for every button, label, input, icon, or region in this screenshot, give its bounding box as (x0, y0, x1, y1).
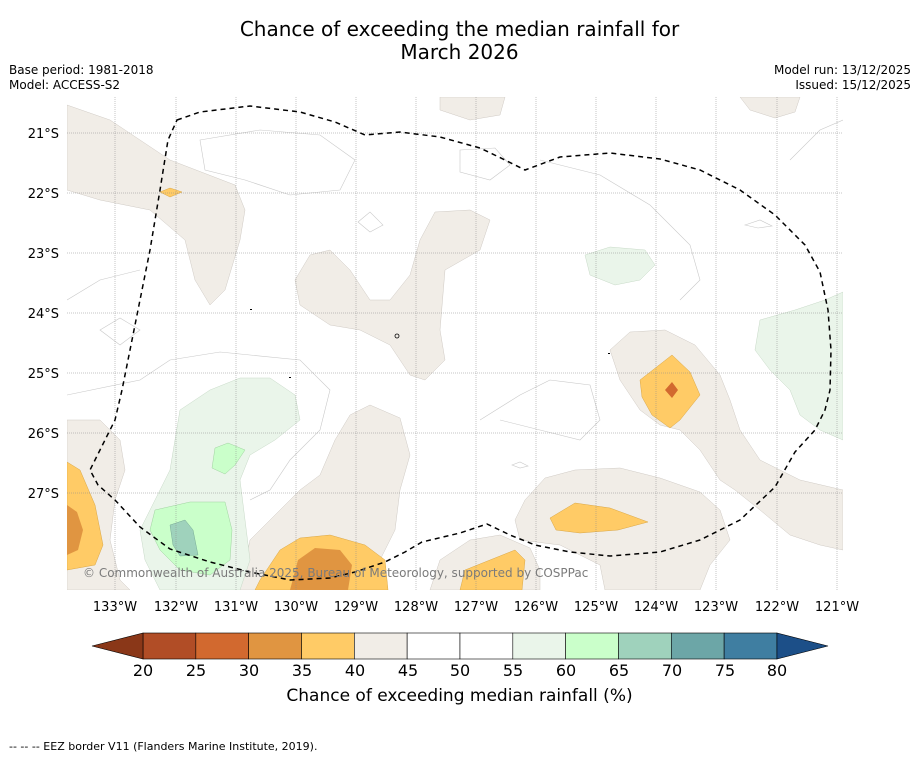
small-markers (250, 309, 610, 378)
colorbar-tick: 80 (767, 661, 787, 680)
lat-label: 25°S (28, 367, 59, 382)
lat-label: 27°S (28, 487, 59, 502)
lon-label: 133°W (93, 600, 137, 615)
lon-label: 129°W (334, 600, 378, 615)
colorbar-segment (723, 632, 778, 660)
lon-labels: 133°W 132°W 131°W 130°W 129°W 128°W 127°… (93, 600, 859, 615)
eez-footnote: -- -- -- EEZ border V11 (Flanders Marine… (9, 740, 318, 753)
colorbar-segment (670, 632, 725, 660)
eez-border (89, 105, 832, 581)
colorbar-tick: 20 (133, 661, 153, 680)
region-brown-east (665, 382, 678, 398)
colorbar-segment (142, 632, 197, 660)
brown-regions (67, 382, 678, 590)
colorbar-tick: 75 (715, 661, 735, 680)
lon-label: 130°W (274, 600, 318, 615)
lon-label: 123°W (694, 600, 738, 615)
lon-label: 132°W (154, 600, 198, 615)
colorbar-segment (406, 632, 461, 660)
colorbar-segment (248, 632, 302, 660)
lat-gridlines (67, 132, 843, 494)
colorbar-segment (459, 632, 514, 660)
meta-right: Model run: 13/12/2025 Issued: 15/12/2025 (774, 63, 911, 93)
region-beige-northeast (739, 97, 801, 119)
region-darkorange-west (67, 505, 83, 555)
colorbar-segment (301, 632, 355, 660)
map-plot-area: © Commonwealth of Australia 2025, Bureau… (67, 97, 843, 590)
colorbar-tick: 40 (345, 661, 365, 680)
marker-dot-3 (608, 353, 610, 354)
region-teal (169, 519, 199, 557)
contour-lines (67, 119, 843, 501)
colorbar-tick: 35 (292, 661, 312, 680)
lat-label: 24°S (28, 307, 59, 322)
colorbar-tick: 50 (450, 661, 470, 680)
region-beige-central (294, 209, 491, 381)
lat-label: 22°S (28, 187, 59, 202)
colorbar-tick: 45 (398, 661, 418, 680)
colorbar-tick: 25 (186, 661, 206, 680)
colorbar-over-arrow (776, 632, 829, 660)
lon-label: 126°W (514, 600, 558, 615)
region-orange-northwest-small (159, 187, 183, 198)
lon-gridlines (114, 97, 838, 590)
issued-date: Issued: 15/12/2025 (795, 78, 911, 92)
region-darkorange-south (290, 548, 352, 590)
map-title: Chance of exceeding the median rainfall … (0, 18, 919, 64)
lon-label: 131°W (214, 600, 258, 615)
region-beige-north-small (439, 97, 506, 121)
region-green-small (211, 442, 246, 475)
title-line-1: Chance of exceeding the median rainfall … (239, 17, 680, 41)
model-name: Model: ACCESS-S2 (9, 78, 121, 92)
colorbar-tick: 70 (662, 661, 682, 680)
lon-label: 124°W (634, 600, 678, 615)
region-lightgreen-east (754, 291, 843, 441)
colorbar-tick: 30 (239, 661, 259, 680)
lon-label: 128°W (394, 600, 438, 615)
region-lightgreen-north (584, 246, 656, 286)
lon-label: 122°W (755, 600, 799, 615)
marker-dot-4 (394, 333, 400, 339)
title-line-2: March 2026 (400, 40, 519, 64)
lat-label: 23°S (28, 247, 59, 262)
lon-label: 127°W (454, 600, 498, 615)
colorbar-ticks: 20 25 30 35 40 45 50 55 60 65 70 75 80 (133, 661, 787, 680)
lat-label: 26°S (28, 427, 59, 442)
copyright-text: © Commonwealth of Australia 2025, Bureau… (83, 566, 588, 580)
model-run: Model run: 13/12/2025 (773, 63, 911, 77)
lat-labels: 21°S 22°S 23°S 24°S 25°S 26°S 27°S (28, 127, 59, 502)
colorbar-tick: 55 (503, 661, 523, 680)
colorbar-title: Chance of exceeding median rainfall (%) (286, 686, 633, 706)
marker-dot-1 (250, 309, 252, 310)
marker-dot-2 (289, 377, 291, 378)
colorbar-segment (618, 632, 672, 660)
colorbar-tick: 65 (609, 661, 629, 680)
colorbar-segment (512, 632, 566, 660)
lon-label: 125°W (574, 600, 618, 615)
lon-label: 121°W (815, 600, 859, 615)
colorbar-segment (354, 632, 408, 660)
colorbar-segment (565, 632, 619, 660)
colorbar (91, 632, 829, 660)
map-figure: © Commonwealth of Australia 2025, Bureau… (28, 97, 859, 680)
colorbar-tick: 60 (556, 661, 576, 680)
base-period: Base period: 1981-2018 (9, 63, 154, 77)
region-orange-southeast (549, 502, 649, 534)
meta-left: Base period: 1981-2018 Model: ACCESS-S2 (9, 63, 154, 93)
colorbar-under-arrow (91, 632, 144, 660)
lat-label: 21°S (28, 127, 59, 142)
colorbar-segment (195, 632, 249, 660)
region-beige-northwest (67, 104, 246, 306)
